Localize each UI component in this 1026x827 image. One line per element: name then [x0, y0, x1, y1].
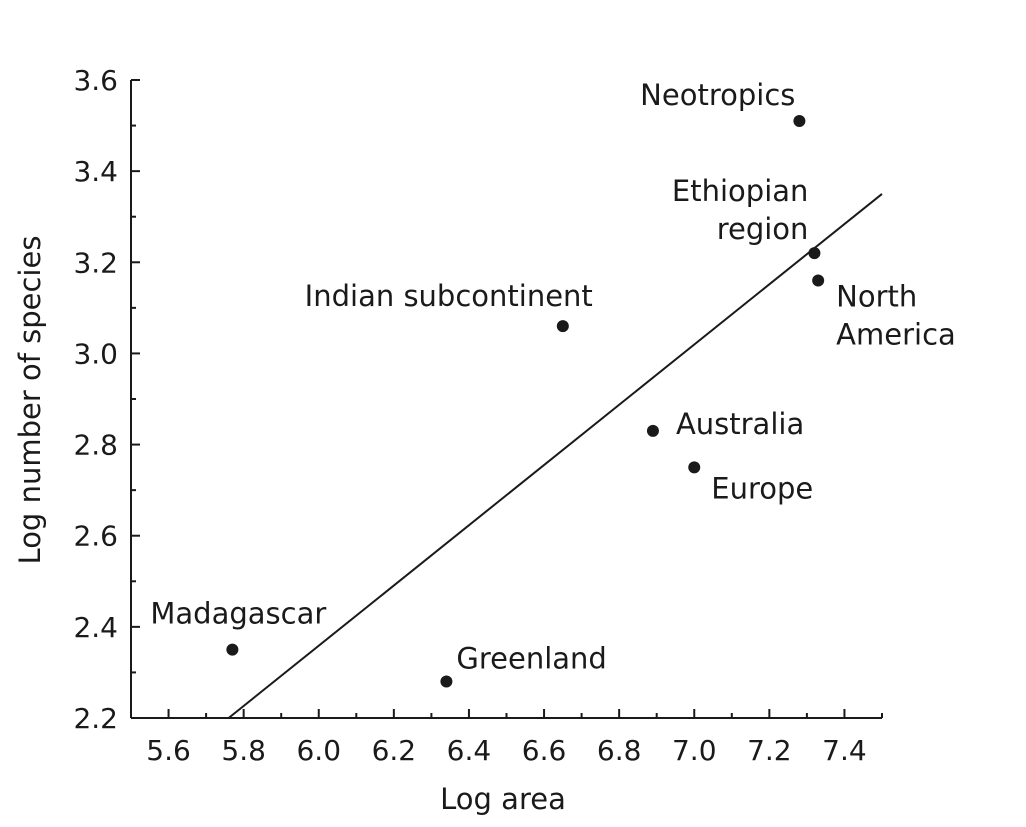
x-tick-label: 6.2 — [372, 734, 417, 767]
point-label: Greenland — [456, 642, 606, 676]
data-point — [812, 274, 825, 287]
point-label: Europe — [711, 471, 813, 505]
axes: 2.2 2.4 2.6 2.8 3.0 3.2 3.4 3.6 5.6 5.8 6.0 6.2 6.4 6… — [73, 64, 883, 767]
y-tick-label: 2.8 — [73, 429, 118, 462]
y-tick-label: 3.2 — [73, 246, 118, 279]
data-point — [808, 247, 821, 260]
data-point — [688, 461, 701, 474]
y-tick-label: 3.6 — [73, 64, 118, 97]
data-point — [556, 320, 569, 333]
x-tick-label: 6.6 — [522, 734, 567, 767]
point-label: Madagascar — [150, 597, 326, 631]
y-tick-label: 3.0 — [73, 337, 118, 370]
data-points — [226, 115, 825, 688]
x-tick-label: 5.6 — [146, 734, 191, 767]
point-label: Australia — [676, 407, 804, 441]
point-labels: Neotropics Ethiopian region North America Ind… — [150, 78, 955, 676]
x-tick-label: 7.4 — [822, 734, 867, 767]
regression-line-group — [228, 193, 883, 719]
regression-line — [228, 193, 883, 719]
x-tick-label: 6.8 — [597, 734, 642, 767]
point-label: Indian subcontinent — [305, 279, 593, 313]
x-tick-label: 7.0 — [672, 734, 717, 767]
data-point — [440, 675, 453, 688]
x-tick-label: 6.0 — [296, 734, 341, 767]
data-point — [226, 643, 239, 656]
y-tick-label: 2.4 — [73, 611, 118, 644]
point-label: America — [836, 318, 956, 352]
x-axis-title: Log area — [440, 782, 566, 816]
y-tick-label: 3.4 — [73, 155, 118, 188]
point-label: Ethiopian — [672, 174, 809, 208]
data-point — [793, 115, 806, 128]
data-point — [646, 424, 659, 437]
x-tick-label: 5.8 — [221, 734, 266, 767]
point-label: region — [717, 212, 809, 246]
y-tick-label: 2.6 — [73, 520, 118, 553]
x-tick-label: 7.2 — [747, 734, 792, 767]
point-label: Neotropics — [640, 78, 795, 112]
point-label: North — [836, 280, 917, 314]
y-axis-title: Log number of species — [13, 236, 47, 565]
x-tick-label: 6.4 — [447, 734, 492, 767]
y-tick-label: 2.2 — [73, 702, 118, 735]
